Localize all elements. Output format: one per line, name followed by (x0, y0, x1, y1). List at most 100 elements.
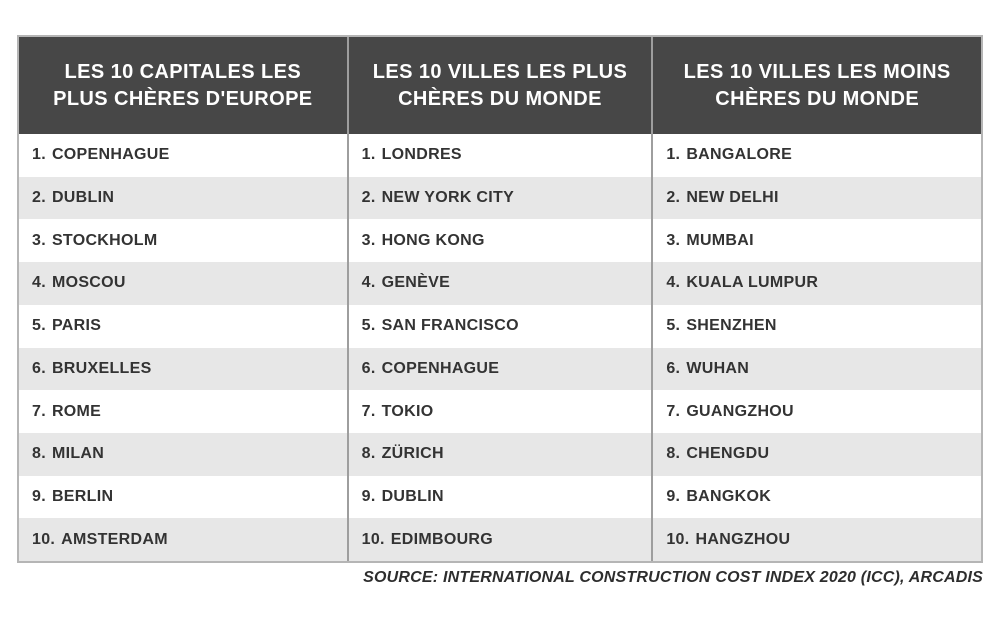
rank-label: 6. (361, 359, 376, 377)
table-row: 10. EDIMBOURG (348, 518, 652, 562)
table-row: 1. LONDRES (348, 134, 652, 177)
city-label: BERLIN (51, 487, 114, 505)
city-label: MILAN (51, 445, 105, 463)
rank-label: 1. (361, 146, 376, 164)
source-caption: SOURCE: INTERNATIONAL CONSTRUCTION COST … (363, 569, 983, 586)
rank-label: 5. (666, 317, 681, 335)
table-row: 7. TOKIO (348, 390, 652, 433)
city-label: BRUXELLES (51, 359, 152, 377)
table-row: 4. KUALA LUMPUR (653, 262, 981, 305)
rank-label: 5. (32, 317, 46, 335)
rank-label: 7. (32, 402, 46, 420)
table-row: 5. SAN FRANCISCO (348, 304, 652, 348)
city-label: KUALA LUMPUR (686, 274, 819, 292)
city-label: DUBLIN (51, 189, 115, 207)
city-label: NEW DELHI (686, 189, 779, 207)
header-line: CHÈRES DU MONDE (715, 87, 920, 110)
rank-label: 10. (361, 530, 385, 548)
table-row: 10. AMSTERDAM (19, 518, 347, 562)
column-europe-most-expensive: LES 10 CAPITALES LES PLUS CHÈRES D'EUROP… (19, 37, 347, 562)
column-header-world-expensive: LES 10 VILLES LES PLUS CHÈRES DU MONDE (348, 37, 652, 134)
city-label: DUBLIN (381, 487, 444, 505)
rank-label: 8. (666, 445, 681, 463)
table-row: 1. COPENHAGUE (19, 134, 347, 177)
city-label: PARIS (51, 317, 102, 335)
rank-label: 4. (666, 274, 681, 292)
city-label: MOSCOU (51, 274, 126, 292)
table-row: 6. BRUXELLES (19, 347, 347, 391)
table-row: 6. COPENHAGUE (348, 347, 652, 391)
city-label: SAN FRANCISCO (381, 317, 519, 335)
table-row: 4. GENÈVE (348, 262, 652, 305)
table-row: 3. STOCKHOLM (19, 219, 347, 263)
table-row: 5. PARIS (19, 304, 347, 348)
rank-label: 10. (32, 530, 56, 548)
table-row: 8. MILAN (19, 432, 347, 476)
table-row: 9. BANGKOK (653, 475, 981, 519)
city-label: SHENZHEN (686, 317, 777, 335)
rank-label: 1. (32, 146, 46, 164)
city-label: BANGALORE (686, 146, 793, 164)
rank-label: 2. (666, 189, 681, 207)
city-label: AMSTERDAM (61, 530, 168, 548)
table-row: 5. SHENZHEN (653, 304, 981, 348)
city-label: WUHAN (686, 359, 750, 377)
rank-label: 5. (361, 317, 376, 335)
rank-label: 9. (32, 487, 46, 505)
table-row: 3. MUMBAI (653, 219, 981, 263)
city-label: HANGZHOU (695, 530, 791, 548)
city-label: CHENGDU (686, 445, 770, 463)
header-line: LES 10 CAPITALES LES (64, 60, 302, 83)
rank-label: 6. (666, 359, 681, 377)
table-row: 6. WUHAN (653, 347, 981, 391)
city-label: NEW YORK CITY (381, 189, 515, 207)
rank-label: 3. (361, 231, 376, 249)
city-label: GUANGZHOU (686, 402, 794, 420)
table-row: 1. BANGALORE (653, 134, 981, 177)
rank-label: 8. (32, 445, 46, 463)
table-row: 7. ROME (19, 390, 347, 433)
header-line: CHÈRES DU MONDE (398, 87, 602, 110)
column-world-least-expensive: LES 10 VILLES LES MOINS CHÈRES DU MONDE … (651, 37, 981, 562)
table-row: 2. NEW DELHI (653, 176, 981, 220)
rank-label: 9. (361, 487, 376, 505)
column-header-world-cheap: LES 10 VILLES LES MOINS CHÈRES DU MONDE (653, 37, 981, 134)
city-label: ZÜRICH (381, 445, 444, 463)
city-label: HONG KONG (381, 231, 485, 249)
header-line: LES 10 VILLES LES MOINS (683, 60, 951, 83)
rank-label: 4. (32, 274, 46, 292)
header-line: LES 10 VILLES LES PLUS (372, 60, 628, 83)
table-row: 3. HONG KONG (348, 219, 652, 263)
column-header-europe: LES 10 CAPITALES LES PLUS CHÈRES D'EUROP… (19, 37, 347, 134)
rank-label: 6. (32, 359, 46, 377)
rank-label: 1. (666, 146, 681, 164)
table-row: 4. MOSCOU (19, 262, 347, 305)
header-line: PLUS CHÈRES D'EUROPE (53, 87, 313, 110)
city-label: TOKIO (381, 402, 434, 420)
table-row: 2. NEW YORK CITY (348, 176, 652, 220)
table-row: 8. CHENGDU (653, 432, 981, 476)
column-world-most-expensive: LES 10 VILLES LES PLUS CHÈRES DU MONDE 1… (346, 37, 652, 562)
rank-label: 9. (666, 487, 681, 505)
rank-label: 10. (666, 530, 690, 548)
city-label: BANGKOK (686, 487, 772, 505)
table-row: 2. DUBLIN (19, 176, 347, 220)
city-label: COPENHAGUE (381, 359, 500, 377)
city-label: COPENHAGUE (51, 146, 170, 164)
city-label: LONDRES (381, 146, 462, 164)
city-label: STOCKHOLM (51, 231, 158, 249)
rank-label: 4. (361, 274, 376, 292)
city-label: MUMBAI (686, 231, 754, 249)
city-label: EDIMBOURG (390, 530, 494, 548)
table-row: 9. DUBLIN (348, 475, 652, 519)
rank-label: 3. (32, 231, 46, 249)
table-row: 8. ZÜRICH (348, 432, 652, 476)
rank-label: 7. (361, 402, 376, 420)
rankings-table: LES 10 CAPITALES LES PLUS CHÈRES D'EUROP… (17, 35, 983, 563)
table-row: 10. HANGZHOU (653, 518, 981, 562)
rank-label: 2. (361, 189, 376, 207)
city-label: GENÈVE (381, 274, 451, 292)
rank-label: 3. (666, 231, 681, 249)
rank-label: 2. (32, 189, 46, 207)
table-row: 9. BERLIN (19, 475, 347, 519)
